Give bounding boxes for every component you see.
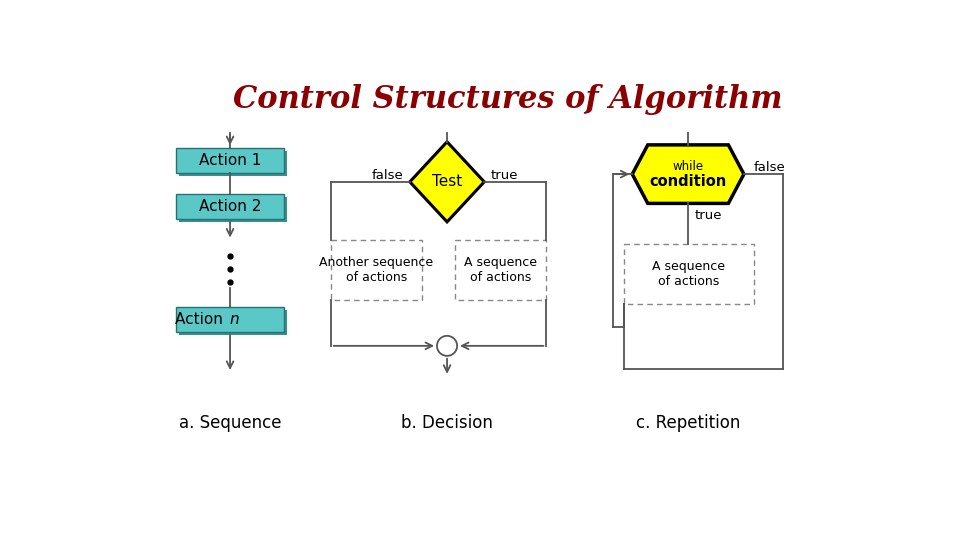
Circle shape xyxy=(437,336,457,356)
Polygon shape xyxy=(410,142,484,222)
FancyBboxPatch shape xyxy=(179,310,287,335)
Text: A sequence
of actions: A sequence of actions xyxy=(464,256,537,284)
Text: b. Decision: b. Decision xyxy=(401,414,493,432)
Text: false: false xyxy=(372,169,403,182)
Text: Another sequence
of actions: Another sequence of actions xyxy=(320,256,434,284)
Text: true: true xyxy=(694,209,722,222)
Text: condition: condition xyxy=(650,174,727,190)
FancyBboxPatch shape xyxy=(455,240,546,300)
Text: false: false xyxy=(754,161,785,174)
FancyBboxPatch shape xyxy=(176,307,284,332)
Text: n: n xyxy=(229,312,239,327)
Text: Test: Test xyxy=(432,174,462,190)
FancyBboxPatch shape xyxy=(179,151,287,176)
FancyBboxPatch shape xyxy=(179,197,287,222)
Text: a. Sequence: a. Sequence xyxy=(179,414,281,432)
Text: Action 2: Action 2 xyxy=(199,199,261,214)
Polygon shape xyxy=(633,145,744,204)
FancyBboxPatch shape xyxy=(176,194,284,219)
FancyBboxPatch shape xyxy=(624,244,754,303)
Text: true: true xyxy=(491,169,518,182)
Text: Action 1: Action 1 xyxy=(199,153,261,168)
Text: A sequence
of actions: A sequence of actions xyxy=(653,260,726,288)
Text: while: while xyxy=(673,160,704,173)
Text: c. Repetition: c. Repetition xyxy=(636,414,740,432)
FancyBboxPatch shape xyxy=(331,240,422,300)
Text: Action: Action xyxy=(175,312,228,327)
Text: Control Structures of Algorithm: Control Structures of Algorithm xyxy=(232,84,782,115)
FancyBboxPatch shape xyxy=(176,148,284,173)
